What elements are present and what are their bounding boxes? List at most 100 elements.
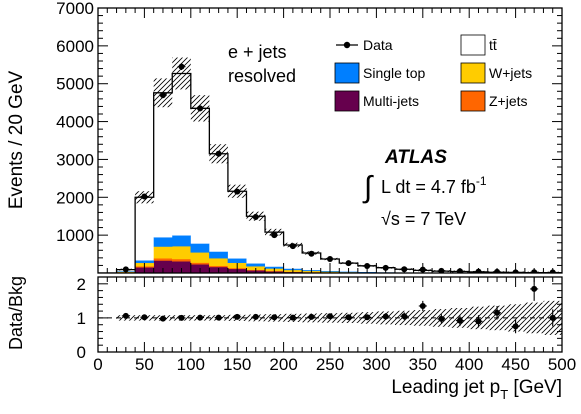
ratio-point-marker-21 — [513, 323, 519, 329]
ratio-point-16 — [419, 301, 427, 311]
stack-bar-4-8 — [246, 216, 265, 263]
x-axis-label-subscript: T — [500, 387, 508, 402]
legend-swatch-2 — [335, 63, 359, 83]
legend-label-3: W+jets — [489, 65, 532, 81]
channel-label-line1: e + jets — [228, 42, 287, 62]
stack-bar-3-2 — [135, 261, 154, 263]
x-axis-label: Leading jet pT [GeV] — [391, 377, 562, 402]
legend-entry-1: tt̄ — [461, 35, 497, 55]
ratio-point-marker-18 — [457, 318, 463, 324]
main-y-tick-label-0: 1000 — [56, 226, 94, 245]
stack-bar-4-3 — [154, 93, 173, 238]
data-point-marker-10 — [308, 251, 314, 257]
x-tick-label-4: 200 — [269, 355, 297, 374]
stack-bar-3-8 — [246, 264, 265, 267]
ratio-point-marker-12 — [346, 314, 352, 320]
data-point-marker-4 — [197, 105, 203, 111]
ratio-point-marker-14 — [383, 314, 389, 320]
legend-entry-4: Multi-jets — [335, 91, 419, 111]
ratio-point-marker-20 — [494, 310, 500, 316]
legend-label-4: Multi-jets — [363, 93, 419, 109]
data-point-marker-7 — [253, 214, 259, 220]
x-tick-label-7: 350 — [409, 355, 437, 374]
legend-swatch-5 — [461, 91, 485, 111]
data-point-marker-11 — [327, 256, 333, 262]
x-tick-label-0: 0 — [93, 355, 102, 374]
stack-bar-3-5 — [191, 244, 210, 253]
stack-bar-1-4 — [172, 259, 191, 261]
data-point-marker-12 — [346, 260, 352, 266]
legend-label-1: tt̄ — [489, 37, 497, 53]
stack-bar-4-6 — [209, 154, 228, 252]
main-y-axis-label: Events / 20 GeV — [6, 70, 27, 209]
lumi-value: L dt = 4.7 fb — [381, 177, 476, 197]
stack-bar-4-4 — [172, 73, 191, 235]
stack-bar-2-3 — [154, 247, 173, 259]
legend-entry-3: W+jets — [461, 63, 532, 83]
main-y-tick-label-6: 7000 — [56, 0, 94, 18]
energy-label: √s = 7 TeV — [381, 209, 466, 229]
ratio-point-marker-5 — [216, 315, 222, 321]
data-point-marker-5 — [216, 151, 222, 157]
legend-label-0: Data — [363, 37, 393, 53]
channel-label-line2: resolved — [228, 66, 296, 86]
ratio-point-marker-9 — [290, 315, 296, 321]
ratio-point-marker-19 — [475, 318, 481, 324]
lumi-text: L dt = 4.7 fb-1 — [381, 174, 487, 197]
legend-swatch-1 — [461, 35, 485, 55]
ratio-point-marker-16 — [420, 303, 426, 309]
ratio-point-marker-15 — [401, 313, 407, 319]
data-point-marker-3 — [179, 64, 185, 70]
ratio-y-tick-label-2: 2 — [77, 275, 86, 294]
lumi-integral-sign: ∫ — [362, 171, 374, 204]
ratio-point-marker-22 — [531, 286, 537, 292]
ratio-point-marker-2 — [160, 316, 166, 322]
x-tick-label-2: 100 — [177, 355, 205, 374]
main-y-tick-label-1: 2000 — [56, 188, 94, 207]
stack-bar-3-7 — [228, 259, 247, 263]
x-tick-label-1: 50 — [135, 355, 154, 374]
ratio-y-axis-label: Data/Bkg — [6, 276, 26, 350]
ratio-point-marker-1 — [141, 314, 147, 320]
stack-bar-2-4 — [172, 246, 191, 259]
ratio-y-tick-label-1: 1 — [77, 309, 86, 328]
stack-bar-3-3 — [154, 237, 173, 246]
lumi-exponent: -1 — [476, 174, 487, 188]
stack-bar-4-7 — [228, 191, 247, 258]
legend-entry-2: Single top — [335, 63, 425, 83]
main-y-tick-label-4: 5000 — [56, 75, 94, 94]
stack-bar-4-2 — [135, 197, 154, 260]
legend-label-2: Single top — [363, 65, 425, 81]
legend-entry-5: Z+jets — [461, 91, 528, 111]
ratio-point-marker-0 — [123, 313, 129, 319]
x-axis-label-unit: [GeV] — [508, 377, 562, 398]
ratio-point-marker-3 — [179, 315, 185, 321]
ratio-point-marker-13 — [364, 314, 370, 320]
stack-bar-2-6 — [209, 258, 228, 266]
stack-bar-1-3 — [154, 258, 173, 260]
x-axis-label-main: Leading jet p — [391, 377, 500, 398]
legend-swatch-3 — [461, 63, 485, 83]
stack-bar-1-5 — [191, 263, 210, 265]
x-tick-label-10: 500 — [548, 355, 576, 374]
ratio-point-marker-17 — [438, 316, 444, 322]
main-band-bin-4 — [172, 58, 191, 90]
data-point-marker-2 — [160, 92, 166, 98]
data-point-marker-6 — [234, 189, 240, 195]
stack-bar-3-4 — [172, 236, 191, 247]
data-point-marker-8 — [271, 232, 277, 238]
ratio-point-marker-4 — [197, 315, 203, 321]
legend-entry-0: Data — [336, 37, 393, 53]
ratio-point-marker-8 — [271, 314, 277, 320]
data-point-marker-9 — [290, 243, 296, 249]
main-y-tick-label-5: 6000 — [56, 37, 94, 56]
ratio-point-marker-7 — [253, 314, 259, 320]
x-tick-label-5: 250 — [316, 355, 344, 374]
main-y-tick-label-2: 3000 — [56, 150, 94, 169]
experiment-label: ATLAS — [384, 147, 447, 168]
x-tick-label-3: 150 — [223, 355, 251, 374]
x-tick-label-8: 400 — [455, 355, 483, 374]
ratio-y-tick-label-0: 0 — [77, 343, 86, 362]
